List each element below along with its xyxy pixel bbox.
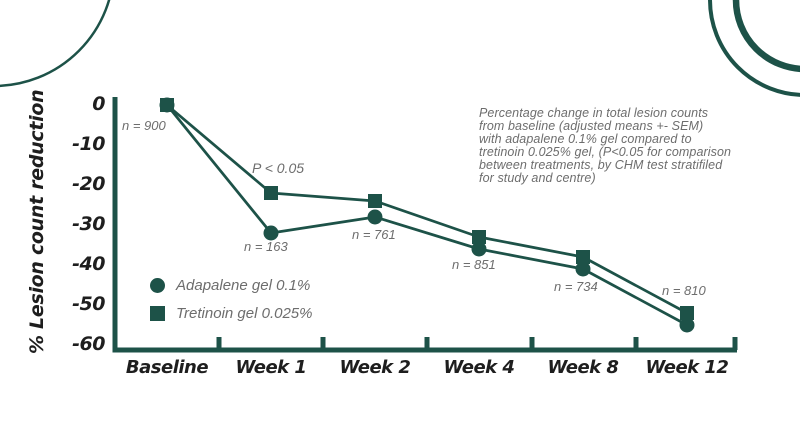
data-point-circle xyxy=(575,261,591,277)
annotation-line: from baseline (adjusted means +- SEM) xyxy=(479,119,704,133)
n-count-label: n = 810 xyxy=(662,283,706,298)
legend-item-adapalene: Adapalene gel 0.1% xyxy=(150,277,312,294)
data-point-square xyxy=(160,98,174,112)
data-point-square xyxy=(680,306,694,320)
x-axis-label: Week 8 xyxy=(547,357,619,378)
n-count-label: n = 761 xyxy=(352,227,396,242)
data-point-square xyxy=(368,194,382,208)
x-axis-label: Week 2 xyxy=(339,357,411,378)
data-point-square xyxy=(472,230,486,244)
data-point-circle xyxy=(263,225,279,241)
series-line-tretinoin xyxy=(166,103,688,315)
data-point-circle xyxy=(679,317,695,333)
data-series xyxy=(159,97,695,333)
y-tick-label: -40 xyxy=(72,253,105,275)
legend-label-adapalene: Adapalene gel 0.1% xyxy=(176,277,311,294)
n-count-label: n = 734 xyxy=(554,279,598,294)
data-point-square xyxy=(264,186,278,200)
y-tick-label: -30 xyxy=(72,213,105,235)
annotation-line: with adapalene 0.1% gel compared to xyxy=(479,132,692,146)
data-point-square xyxy=(576,250,590,264)
annotation-line: for study and centre) xyxy=(479,171,596,185)
axes xyxy=(112,97,738,353)
x-axis-label: Week 12 xyxy=(645,357,729,378)
decorative-arcs xyxy=(0,0,800,97)
significance-label: P < 0.05 xyxy=(252,160,305,176)
circle-marker-icon xyxy=(150,278,165,293)
x-axis-label: Week 1 xyxy=(235,357,307,378)
y-tick-label: -10 xyxy=(72,133,105,155)
annotation-line: Percentage change in total lesion counts xyxy=(479,106,709,120)
corner-arc-top-left xyxy=(0,0,111,88)
chart-annotation: Percentage change in total lesion counts… xyxy=(479,107,749,185)
y-tick-label: -20 xyxy=(72,173,105,195)
y-tick-label: -60 xyxy=(72,333,105,355)
legend-label-tretinoin: Tretinoin gel 0.025% xyxy=(176,305,313,322)
annotation-line: tretinoin 0.025% gel, (P<0.05 for compar… xyxy=(479,145,732,159)
annotation-line: between treatments, by CHM test stratifi… xyxy=(479,158,723,172)
n-count-label: n = 163 xyxy=(244,239,288,254)
legend-item-tretinoin: Tretinoin gel 0.025% xyxy=(150,305,313,322)
n-count-label: n = 851 xyxy=(452,257,496,272)
data-point-circle xyxy=(367,209,383,225)
n-count-label: n = 900 xyxy=(122,118,166,133)
square-marker-icon xyxy=(150,306,165,321)
x-axis-label: Week 4 xyxy=(443,357,515,378)
series-line-adapalene xyxy=(165,104,688,327)
data-point-circle xyxy=(471,241,487,257)
x-axis-label: Baseline xyxy=(125,357,209,378)
y-tick-label: 0 xyxy=(92,93,105,115)
legend: Adapalene gel 0.1% Tretinoin gel 0.025% xyxy=(150,277,313,334)
y-tick-label: -50 xyxy=(72,293,105,315)
corner-arc-top-right-inner xyxy=(732,0,800,73)
